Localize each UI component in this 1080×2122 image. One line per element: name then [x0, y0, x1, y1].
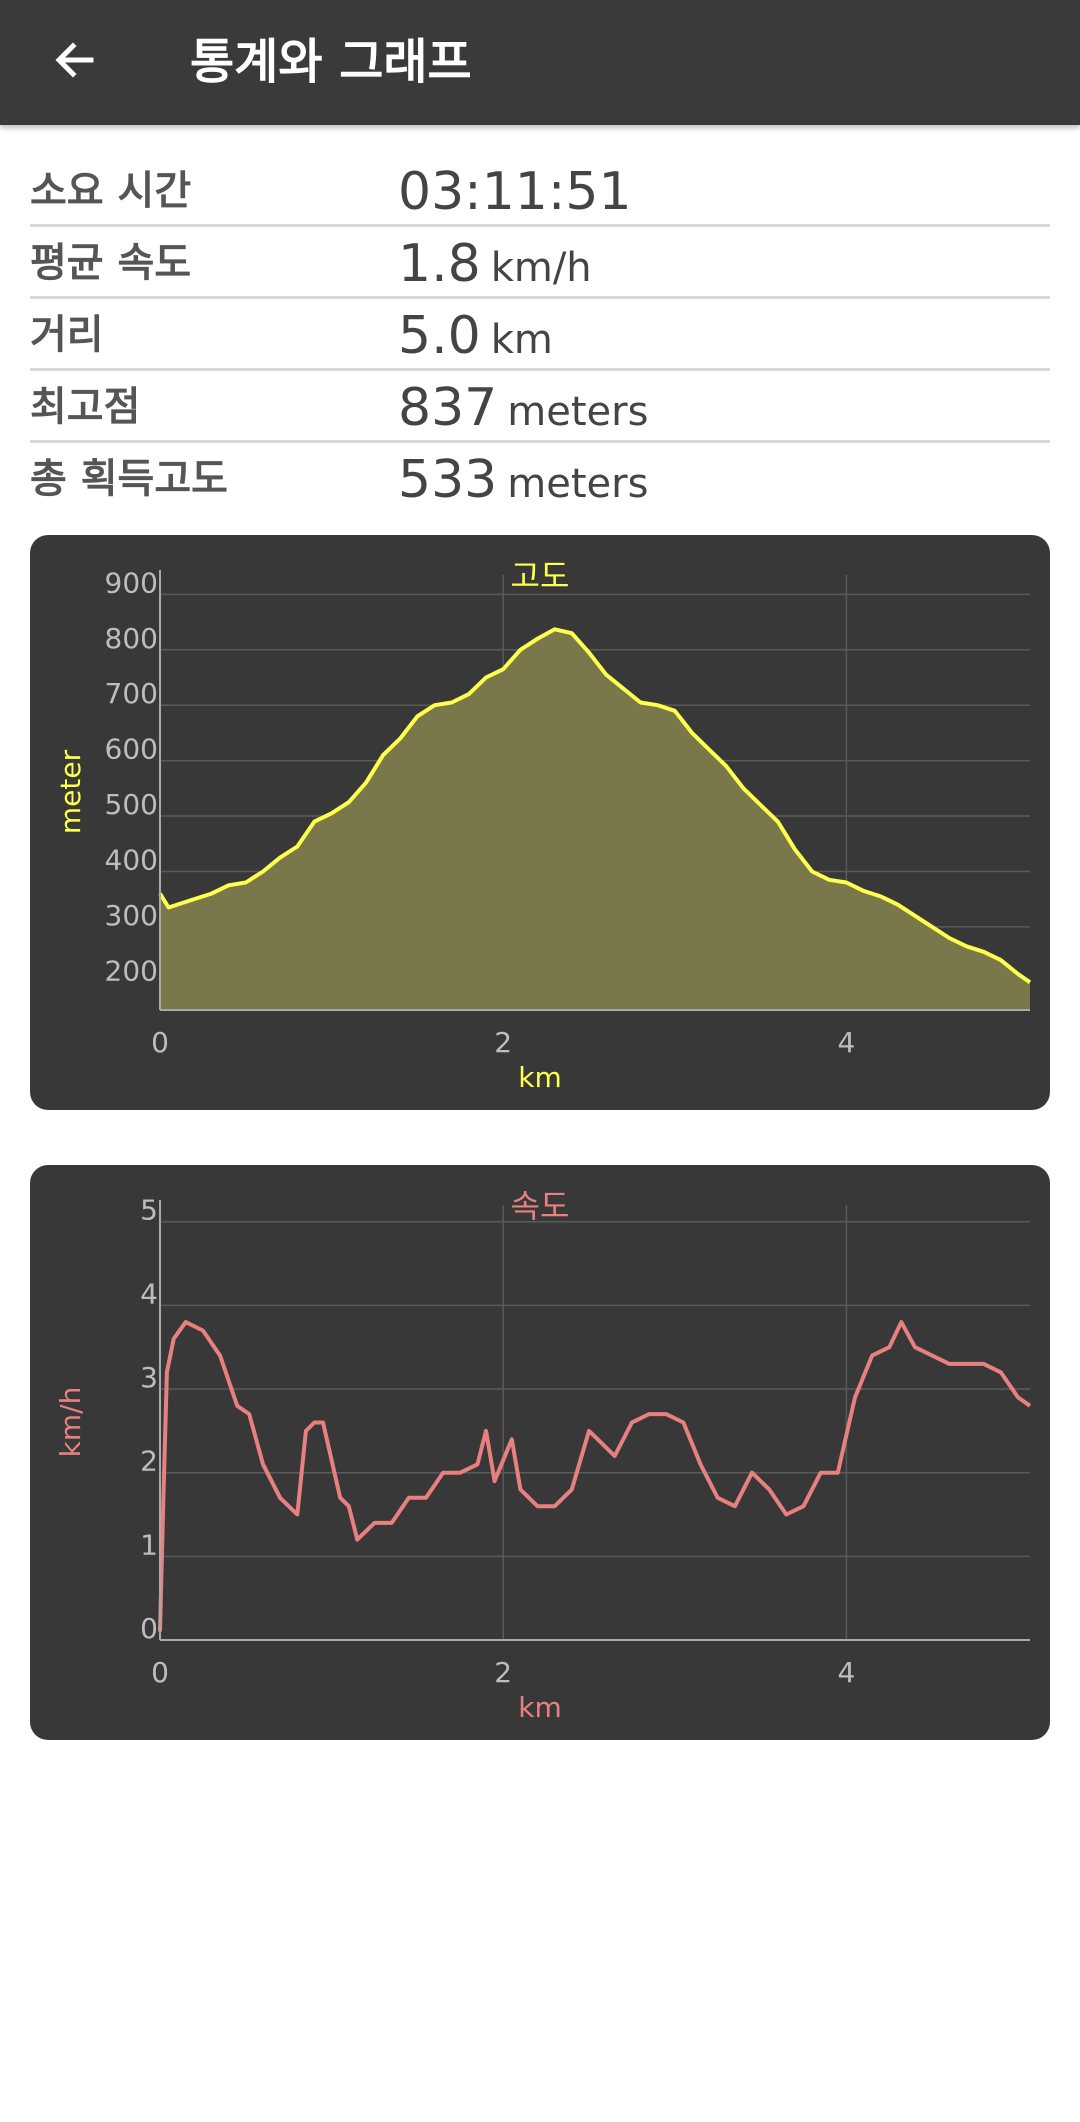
y-tick-label: 4 [140, 1277, 158, 1310]
elevation-chart-svg: 200 300 400 500 600 700 800 900 0 2 4 고도 km meter [54, 557, 1032, 1094]
app-bar: 통계와 그래프 [0, 0, 1080, 125]
y-tick-label: 3 [140, 1361, 158, 1394]
y-tick-label: 0 [140, 1612, 158, 1645]
stat-number: 03:11:51 [398, 162, 632, 222]
stat-label: 거리 [30, 312, 104, 358]
y-tick-label: 5 [140, 1194, 158, 1227]
x-axis-label: km [518, 1691, 562, 1724]
stat-value: 03:11:51 [398, 162, 632, 222]
stat-unit: km [490, 317, 553, 363]
y-axis-label: km/h [54, 1387, 87, 1458]
stat-row-total-gain: 총 획득고도 533 meters [30, 443, 1050, 512]
series-line [158, 1320, 1032, 1632]
back-button[interactable] [30, 22, 120, 102]
y-tick-label: 2 [140, 1445, 158, 1478]
y-tick-label: 200 [105, 954, 158, 987]
chart-title: 고도 [511, 557, 570, 595]
x-tick-label: 0 [151, 1656, 169, 1689]
stat-row-duration: 소요 시간 03:11:51 [30, 155, 1050, 227]
x-tick-label: 2 [494, 1026, 512, 1059]
y-tick-label: 500 [105, 788, 158, 821]
stat-label: 소요 시간 [30, 168, 192, 214]
speed-chart-svg: 0 1 2 3 4 5 0 2 4 속도 km km/h [54, 1187, 1032, 1724]
stat-value: 837 meters [398, 378, 648, 438]
x-tick-label: 2 [494, 1656, 512, 1689]
series-line [158, 627, 1032, 984]
stat-label: 최고점 [30, 384, 141, 430]
arrow-left-icon [51, 36, 99, 88]
page-title: 통계와 그래프 [190, 34, 472, 90]
stat-row-avg-speed: 평균 속도 1.8 km/h [30, 227, 1050, 299]
y-tick-label: 300 [105, 899, 158, 932]
stat-unit: meters [507, 461, 649, 507]
y-tick-label: 700 [105, 677, 158, 710]
stat-row-highest-point: 최고점 837 meters [30, 371, 1050, 443]
stat-value: 533 meters [398, 450, 648, 510]
y-tick-label: 900 [105, 566, 158, 599]
stat-unit: km/h [490, 245, 592, 291]
stats-table: 소요 시간 03:11:51 평균 속도 1.8 km/h 거리 5.0 km 최고… [30, 155, 1050, 512]
area-fill [160, 629, 1030, 1010]
elevation-chart: 200 300 400 500 600 700 800 900 0 2 4 고도 km meter [30, 535, 1050, 1110]
chart-title: 속도 [511, 1187, 570, 1225]
stat-number: 1.8 [398, 234, 481, 294]
stat-row-distance: 거리 5.0 km [30, 299, 1050, 371]
x-tick-label: 4 [837, 1026, 855, 1059]
y-tick-label: 400 [105, 843, 158, 876]
x-tick-label: 0 [151, 1026, 169, 1059]
stat-number: 533 [398, 450, 498, 510]
y-tick-label: 1 [140, 1528, 158, 1561]
y-tick-label: 600 [105, 733, 158, 766]
x-axis-label: km [518, 1061, 562, 1094]
stat-value: 1.8 km/h [398, 234, 592, 294]
y-tick-label: 800 [105, 622, 158, 655]
stat-label: 총 획득고도 [30, 456, 228, 502]
stat-value: 5.0 km [398, 306, 553, 366]
stat-unit: meters [507, 389, 649, 435]
speed-chart: 0 1 2 3 4 5 0 2 4 속도 km km/h [30, 1165, 1050, 1740]
stat-label: 평균 속도 [30, 240, 192, 286]
x-tick-label: 4 [837, 1656, 855, 1689]
stat-number: 837 [398, 378, 498, 438]
y-axis-label: meter [54, 749, 87, 834]
stat-number: 5.0 [398, 306, 481, 366]
